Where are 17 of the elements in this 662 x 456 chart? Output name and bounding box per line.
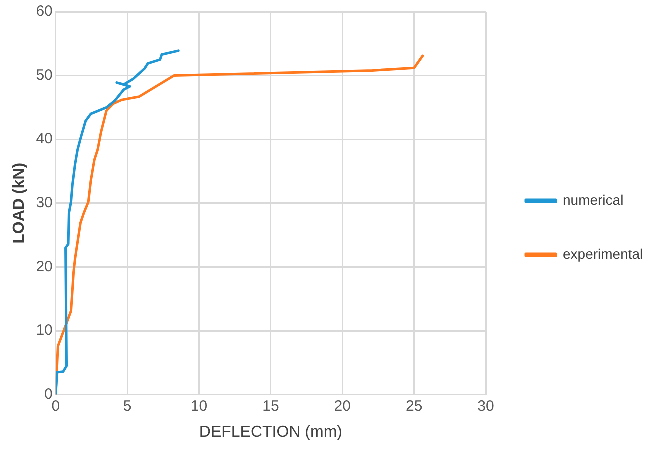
x-axis-title: DEFLECTION (mm) (199, 424, 342, 441)
y-tick-label: 50 (36, 66, 53, 84)
legend-label: numerical (563, 192, 624, 208)
x-tick-label: 25 (406, 398, 423, 415)
y-tick-label: 10 (36, 322, 53, 340)
x-tick-label: 30 (478, 398, 494, 415)
legend-label: experimental (563, 246, 644, 262)
y-tick-label: 60 (36, 3, 53, 20)
x-tick-label: 5 (123, 398, 132, 415)
x-tick-label: 20 (334, 398, 351, 415)
x-tick-label: 15 (262, 398, 280, 415)
y-tick-label: 30 (36, 194, 53, 212)
y-tick-label: 20 (36, 258, 53, 276)
y-tick-label: 40 (36, 130, 53, 148)
y-axis-title: LOAD (kN) (11, 162, 28, 244)
x-tick-label: 10 (190, 398, 208, 415)
y-tick-label: 0 (44, 386, 53, 403)
